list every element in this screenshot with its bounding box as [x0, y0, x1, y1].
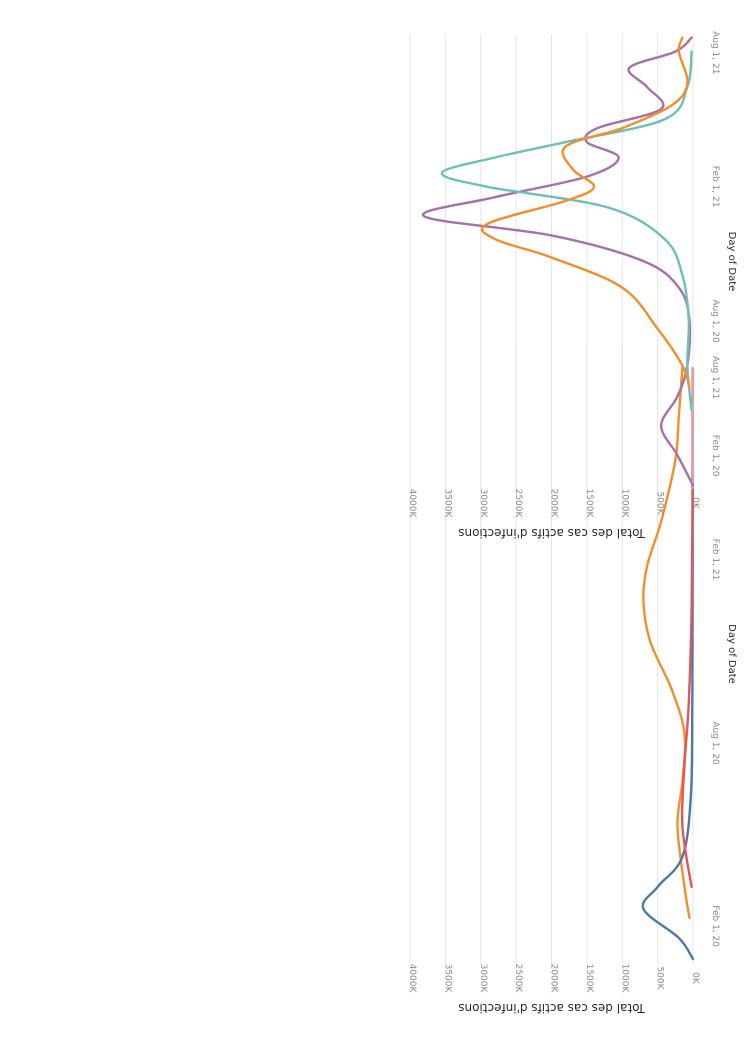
- y-tick-label: 3000K: [478, 489, 488, 519]
- y-tick-label: 1500K: [584, 964, 594, 994]
- y-tick-label: 1000K: [619, 964, 629, 994]
- x-axis-title: Day of Date: [726, 624, 737, 684]
- x-tick-label: Feb 1, 21: [710, 166, 720, 208]
- series-line-teal: [440, 50, 693, 412]
- y-tick-label: 3500K: [442, 489, 452, 519]
- x-axis-title: Day of Date: [726, 232, 737, 292]
- y-tick-label: 2000K: [549, 964, 559, 994]
- y-tick-label: 3000K: [478, 964, 488, 994]
- y-tick-label: 2500K: [513, 964, 523, 994]
- y-tick-label: 0K: [690, 972, 700, 985]
- y-tick-label: 1500K: [584, 489, 594, 519]
- chart-panel-2: 0K 500K 1000K 1500K 2000K 2500K 3000K 3500K 4000…: [407, 31, 737, 540]
- x-tick-label: Aug 1, 20: [710, 299, 720, 343]
- y-tick-label: 3500K: [442, 964, 452, 994]
- x-tick-label: Aug 1, 20: [710, 721, 720, 765]
- y-axis-title: Total des cas actifs d'infections: [458, 526, 646, 540]
- y-tick-label: 4000K: [407, 964, 417, 994]
- x-tick-label: Feb 1, 20: [710, 435, 720, 477]
- y-tick-label: 0K: [690, 497, 700, 510]
- series-line-blue: [641, 366, 695, 961]
- x-tick-label: Aug 1, 21: [710, 31, 720, 74]
- x-tick-label: Feb 1, 21: [710, 539, 720, 581]
- y-tick-label: 500K: [655, 966, 665, 990]
- y-tick-label: 500K: [655, 491, 665, 515]
- series-line-orange: [642, 366, 691, 920]
- chart-panel-1: 0K 500K 1000K 1500K 2000K 2500K 3000K 3500K 4000…: [407, 344, 737, 1015]
- y-tick-label: 4000K: [407, 489, 417, 519]
- x-tick-label: Aug 1, 21: [710, 356, 720, 399]
- x-tick-label: Feb 1, 20: [710, 905, 720, 947]
- series-line-purple: [421, 36, 695, 487]
- series-line-red: [680, 366, 695, 889]
- y-tick-label: 2000K: [549, 489, 559, 519]
- y-axis-title: Total des cas actifs d'infections: [458, 1001, 646, 1015]
- y-tick-label: 2500K: [513, 489, 523, 519]
- y-tick-label: 1000K: [619, 489, 629, 519]
- series-line-orange: [480, 36, 691, 389]
